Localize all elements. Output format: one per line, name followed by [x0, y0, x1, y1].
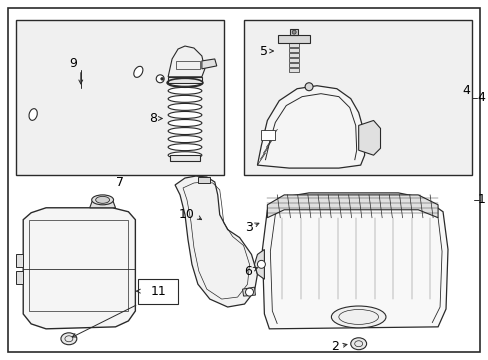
Circle shape [257, 260, 265, 268]
Ellipse shape [168, 127, 202, 135]
Polygon shape [243, 20, 471, 175]
Text: 9: 9 [69, 57, 77, 71]
Polygon shape [8, 8, 479, 352]
Ellipse shape [134, 66, 142, 77]
Polygon shape [358, 121, 380, 155]
Ellipse shape [168, 79, 202, 86]
Circle shape [156, 75, 164, 83]
Polygon shape [170, 155, 200, 161]
Polygon shape [288, 43, 299, 47]
Text: 6: 6 [244, 265, 252, 278]
Polygon shape [267, 195, 437, 218]
Polygon shape [23, 208, 135, 329]
Text: 8: 8 [149, 112, 157, 125]
Text: 4: 4 [477, 91, 485, 104]
Polygon shape [175, 176, 257, 307]
Polygon shape [254, 249, 264, 279]
Polygon shape [288, 63, 299, 67]
Circle shape [245, 288, 253, 296]
Polygon shape [288, 53, 299, 57]
Polygon shape [89, 200, 115, 208]
Text: 4: 4 [461, 84, 469, 97]
Polygon shape [289, 29, 298, 35]
Text: 11: 11 [150, 285, 166, 298]
Ellipse shape [168, 120, 202, 126]
Text: 2: 2 [330, 340, 338, 353]
Polygon shape [288, 68, 299, 72]
Polygon shape [202, 59, 216, 69]
Polygon shape [168, 77, 202, 83]
Polygon shape [16, 271, 23, 284]
Polygon shape [288, 48, 299, 52]
Ellipse shape [168, 87, 202, 94]
Text: 1: 1 [477, 193, 485, 206]
Polygon shape [278, 35, 309, 43]
Text: 7: 7 [116, 176, 124, 189]
Polygon shape [242, 287, 255, 296]
Polygon shape [198, 177, 209, 183]
Polygon shape [262, 193, 447, 329]
Circle shape [161, 77, 163, 80]
Ellipse shape [61, 333, 77, 345]
Text: 3: 3 [244, 221, 252, 234]
Text: 5: 5 [260, 45, 268, 58]
Ellipse shape [92, 195, 113, 205]
Polygon shape [257, 86, 364, 168]
Polygon shape [16, 20, 223, 175]
Ellipse shape [168, 136, 202, 143]
Polygon shape [288, 58, 299, 62]
Ellipse shape [168, 95, 202, 102]
Ellipse shape [168, 144, 202, 150]
Ellipse shape [350, 338, 366, 350]
Ellipse shape [168, 152, 202, 159]
Text: 10: 10 [179, 208, 195, 221]
Ellipse shape [168, 103, 202, 111]
Polygon shape [261, 130, 275, 140]
Ellipse shape [331, 306, 385, 328]
Polygon shape [138, 279, 178, 304]
Circle shape [305, 83, 312, 91]
Ellipse shape [96, 196, 109, 203]
Circle shape [292, 30, 296, 34]
Polygon shape [16, 255, 23, 267]
Ellipse shape [29, 109, 37, 120]
Ellipse shape [168, 112, 202, 118]
Polygon shape [168, 46, 204, 77]
